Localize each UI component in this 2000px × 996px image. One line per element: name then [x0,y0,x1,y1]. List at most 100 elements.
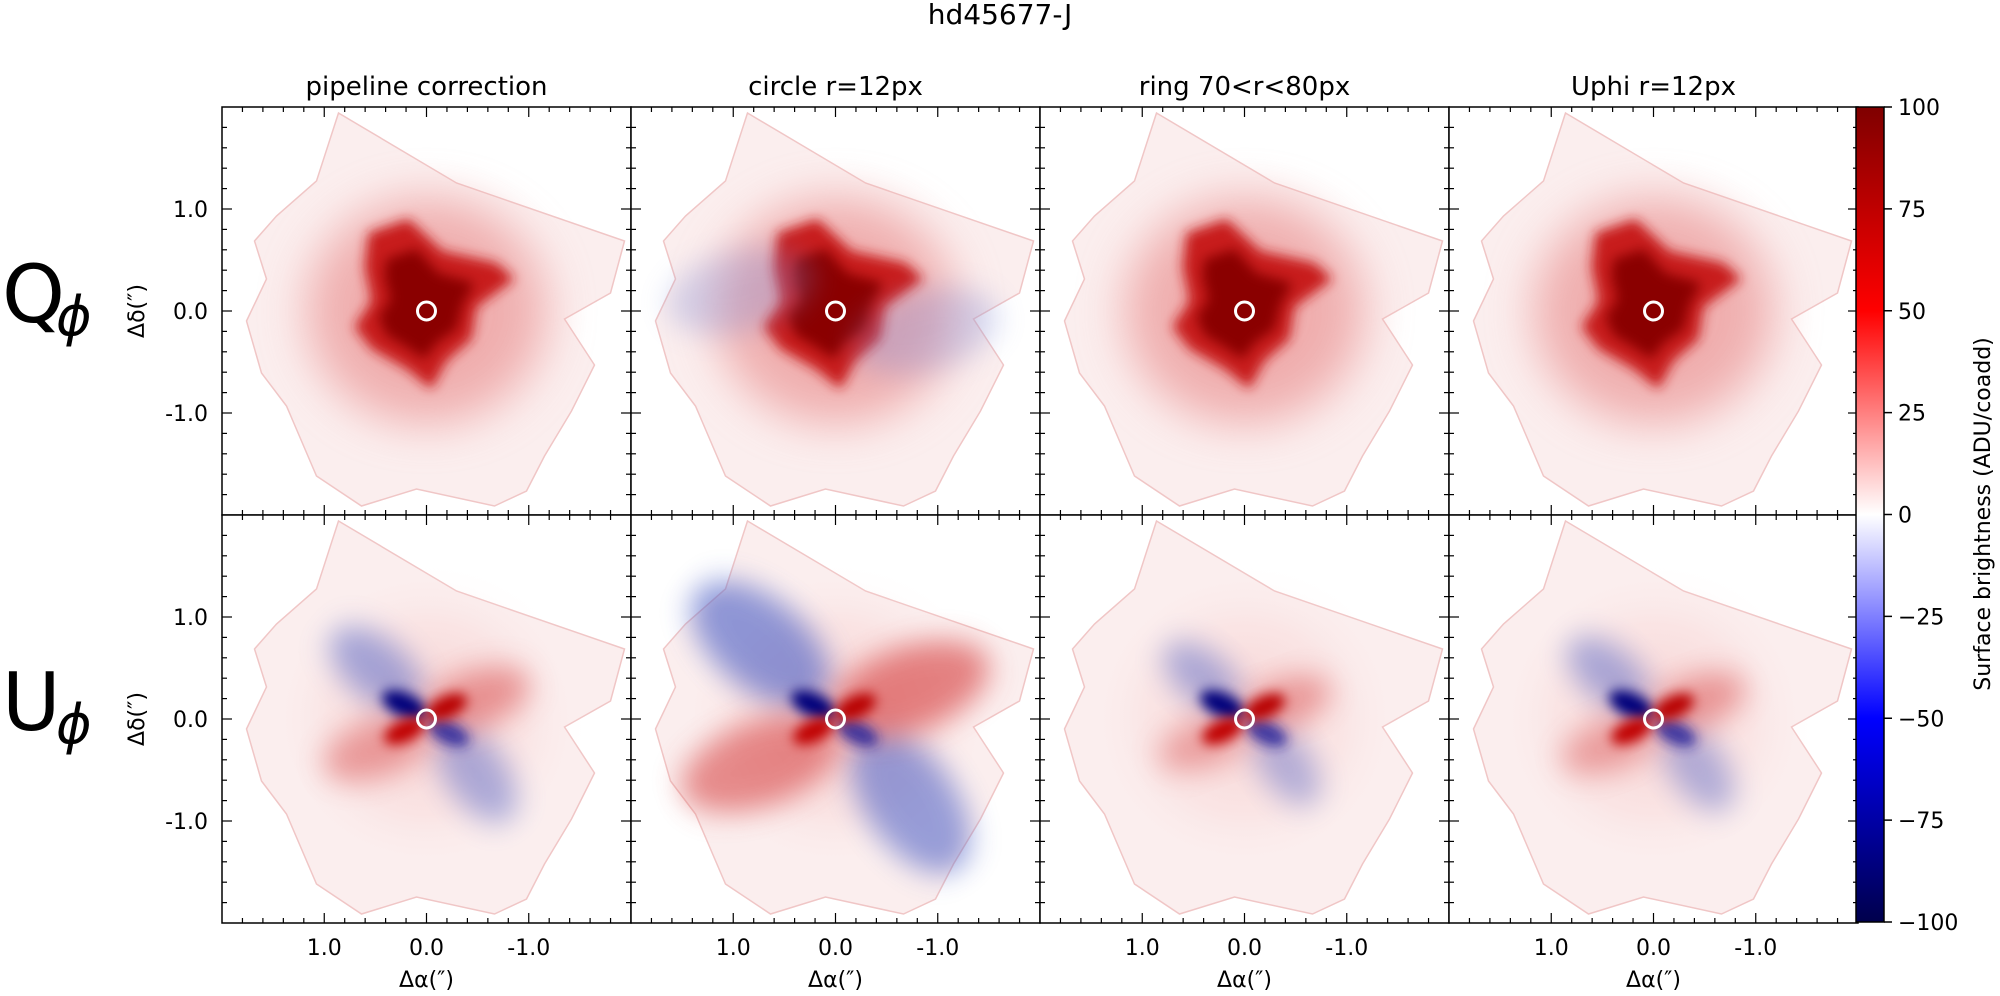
figure-title: hd45677-J [928,0,1073,31]
x-tick-label: 1.0 [716,936,751,961]
mask-circle [1234,708,1255,730]
panel-image [1063,111,1444,507]
negative-core [791,690,836,720]
mask-circle [416,708,437,730]
x-tick-label: 0.0 [409,936,444,961]
panel-image [654,519,1035,915]
axis-ticks [631,107,1040,515]
panel-uphi-1: 1.0 0.0 -1.0 Δα(″) 1.0 0.0 -1.0 Δδ(″) [125,514,632,993]
y-tick-label: 0.0 [173,708,208,733]
y-tick-label: 1.0 [173,606,208,631]
mask-circle [1643,300,1664,322]
y-axis-label: Δδ(″) [125,284,150,338]
x-axis-label: Δα(″) [808,968,863,993]
column-title: circle r=12px [748,72,923,102]
negative-lobe [1662,725,1735,812]
mask-circle [825,708,846,730]
positive-core [1244,693,1285,721]
negative-core [1655,719,1696,747]
x-tick-label: 1.0 [307,936,342,961]
panel-qphi-4: 1.00.0-1.0Uphi r=12px [1448,72,1859,553]
negative-core [1200,690,1245,720]
x-tick-label: 1.0 [1125,936,1160,961]
colorbar-tick-label: −50 [1898,707,1944,732]
panel-grid: 1.0 0.0 -1.0 pipeline correction 1.0 0.0 -1.0 Δ… [125,72,1859,993]
mask-circle [1643,708,1664,730]
y-tick-label: -1.0 [165,402,208,427]
column-title: Uphi r=12px [1571,72,1736,102]
axis-ticks [222,515,631,923]
colorbar-tick-label: −100 [1898,911,1958,936]
mask-circle [416,300,437,322]
x-axis-label: Δα(″) [1217,968,1272,993]
panel-uphi-4: 1.0 0.0 -1.0 Δα(″) [1448,514,1859,993]
row-label-u-sub: ϕ [56,693,92,756]
panel-qphi-1: 1.00.0-1.0pipeline correction1.00.0-1.0Δ… [125,72,632,553]
panel-image [1472,519,1853,915]
panel-image [1472,111,1853,507]
positive-core [384,717,425,745]
panel-qphi-3: 1.00.0-1.0ring 70<r<80px [1039,72,1450,553]
colorbar-label: Surface brightness (ADU/coadd) [1971,337,1996,691]
positive-core [1202,717,1243,745]
positive-core [835,693,876,721]
positive-core [1611,717,1652,745]
y-tick-label: -1.0 [165,810,208,835]
colorbar-ticks: 100 75 50 25 0 −25 −50 −75 −100 [1884,96,1958,936]
colorbar-tick-label: −25 [1898,605,1944,630]
x-tick-label: -1.0 [1325,936,1368,961]
colorbar-tick-label: 75 [1898,198,1926,223]
colorbar-gradient [1855,106,1885,923]
colorbar-tick-label: 50 [1898,300,1926,325]
negative-core [1246,719,1287,747]
negative-core [1609,690,1654,720]
x-tick-label: 0.0 [1636,936,1671,961]
row-label-q: Q ϕ [2,248,92,348]
y-tick-label: 1.0 [173,198,208,223]
colorbar-tick-label: −75 [1898,809,1944,834]
panel-uphi-3: 1.0 0.0 -1.0 Δα(″) [1039,514,1450,993]
mask-circle [825,300,846,322]
column-title: ring 70<r<80px [1139,72,1350,102]
positive-core [1653,693,1694,721]
row-label-q-sub: ϕ [56,285,92,348]
negative-core [382,690,427,720]
x-tick-label: -1.0 [916,936,959,961]
positive-core [426,693,467,721]
emission-core [378,249,475,359]
panel-image [245,519,626,915]
positive-lobe [831,640,990,738]
x-tick-label: -1.0 [1734,936,1777,961]
negative-lobe [850,729,971,874]
x-tick-label: 1.0 [1534,936,1569,961]
negative-lobe [690,580,831,708]
negative-lobe [329,626,423,712]
colorbar: 100 75 50 25 0 −25 −50 −75 −100 Surface brightne… [1855,96,1996,936]
panel-image [245,111,626,507]
column-title: pipeline correction [305,72,547,102]
row-label-q-main: Q [2,248,65,341]
y-tick-label: 0.0 [173,300,208,325]
colorbar-tick-label: 25 [1898,402,1926,427]
colorbar-tick-label: 0 [1898,504,1912,529]
x-tick-label: 0.0 [1227,936,1262,961]
y-axis-label: Δδ(″) [125,692,150,746]
negative-core [428,719,469,747]
negative-lobe [436,725,517,823]
x-axis-label: Δα(″) [1626,968,1681,993]
x-axis-label: Δα(″) [399,968,454,993]
negative-lobe [667,247,814,335]
row-label-u: U ϕ [2,656,92,756]
negative-lobe [852,287,999,375]
x-tick-label: 0.0 [818,936,853,961]
colorbar-tick-label: 100 [1898,96,1940,121]
axis-ticks [1040,515,1449,923]
x-tick-label: -1.0 [507,936,550,961]
emission-core [1196,249,1293,359]
negative-core [837,719,878,747]
panel-image [654,111,1035,507]
row-label-u-main: U [2,656,61,749]
axis-ticks [1040,107,1449,515]
panel-image [1063,519,1444,915]
